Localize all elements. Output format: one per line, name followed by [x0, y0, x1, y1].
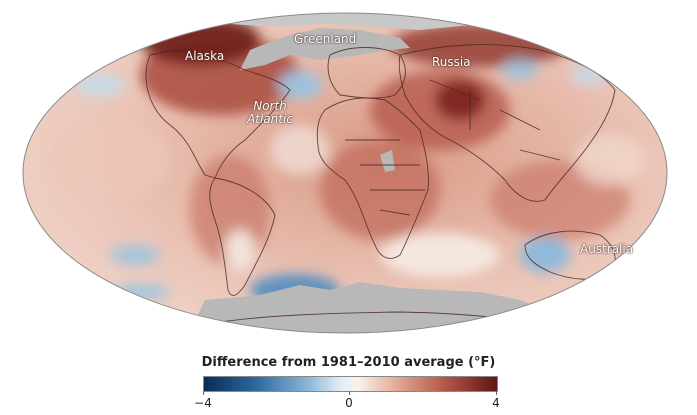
legend-tick-max: [496, 391, 497, 395]
legend-label-mid: 0: [345, 396, 353, 410]
legend-colorbar: [203, 376, 498, 392]
legend-title: Difference from 1981–2010 average (°F): [201, 355, 496, 370]
map-svg: [22, 12, 668, 334]
label-russia: Russia: [432, 55, 471, 69]
legend-label-min: −4: [194, 396, 212, 410]
label-alaska: Alaska: [185, 49, 225, 63]
label-north-atlantic-line1: North: [253, 99, 287, 113]
legend-label-max: 4: [492, 396, 500, 410]
legend-tick-min: [203, 391, 204, 395]
label-north-atlantic-line2: Atlantic: [247, 112, 293, 127]
label-greenland: Greenland: [294, 32, 357, 46]
label-australia: Australia: [580, 242, 634, 256]
legend-tick-mid: [349, 391, 350, 395]
temperature-anomaly-map: Alaska Greenland Russia North Atlantic A…: [22, 12, 668, 334]
label-north-atlantic: North Atlantic: [245, 99, 295, 127]
map-outline: [22, 12, 668, 334]
